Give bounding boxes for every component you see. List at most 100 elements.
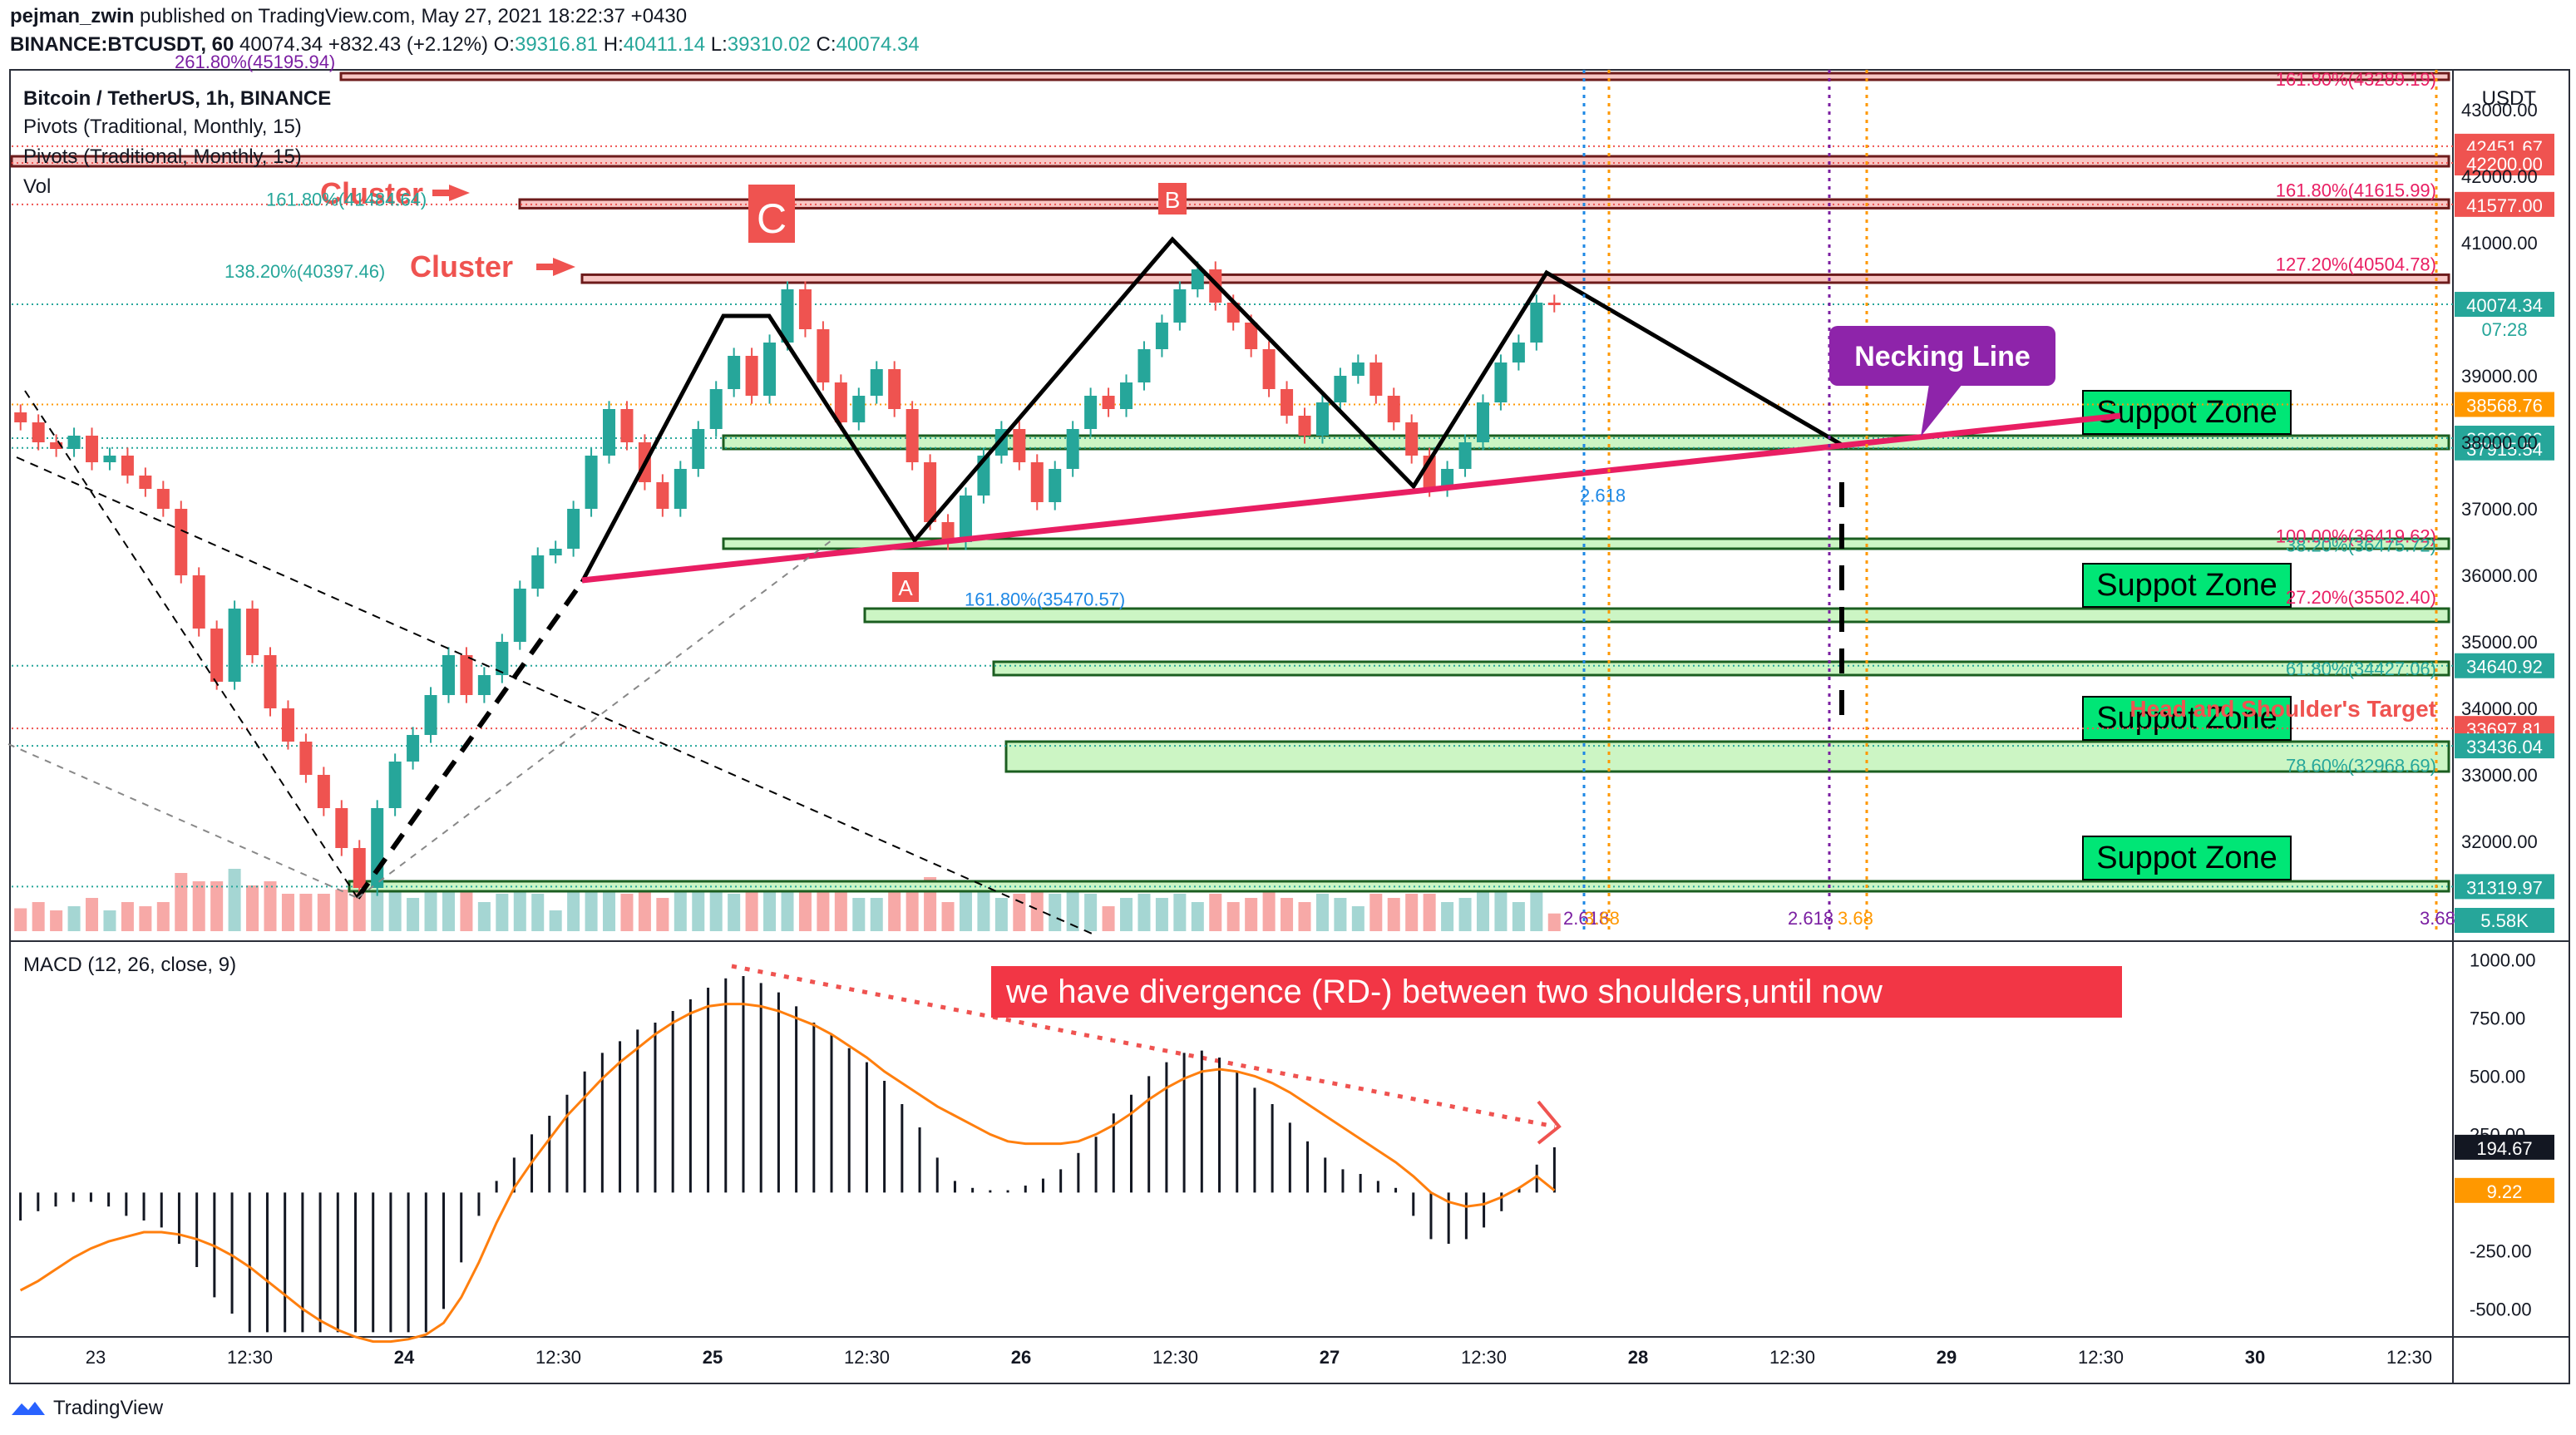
fib-label: 161.80%(35470.57) xyxy=(965,589,1125,609)
volume-bar xyxy=(798,890,812,931)
volume-bar xyxy=(1441,902,1454,931)
level-badge-text: 33436.04 xyxy=(2466,737,2543,757)
candle-body xyxy=(709,389,723,429)
footer[interactable]: TradingView xyxy=(10,1397,163,1420)
candle-body xyxy=(1441,469,1454,489)
cluster-arrow-2: Cluster xyxy=(410,249,575,284)
macd-value-text: 9.22 xyxy=(2487,1181,2523,1202)
wave-B-text: B xyxy=(1165,187,1181,213)
low-value: 39310.02 xyxy=(727,33,811,56)
price-tick-label: 42000.00 xyxy=(2461,166,2538,187)
candle-body xyxy=(674,469,687,509)
volume-bar xyxy=(1245,898,1258,931)
candle-body xyxy=(1245,323,1258,349)
price-tick-label: 32000.00 xyxy=(2461,831,2538,852)
candle-body xyxy=(906,409,919,462)
candle-body xyxy=(1369,362,1383,396)
volume-bar xyxy=(1494,890,1508,931)
candle-body xyxy=(192,575,205,629)
candlesticks xyxy=(14,261,1561,896)
candle-body xyxy=(1191,269,1204,289)
time-tick-label: 12:30 xyxy=(227,1347,273,1368)
volume-bars xyxy=(14,865,1561,931)
candle-body xyxy=(371,808,384,888)
macd-tick-label: 750.00 xyxy=(2470,1008,2525,1028)
volume-bar xyxy=(407,898,420,931)
candle-body xyxy=(477,675,491,695)
level-badge xyxy=(2455,733,2554,759)
candle-body xyxy=(388,762,402,808)
support-zone-label: Suppot Zone xyxy=(2096,701,2277,736)
volume-bar xyxy=(603,885,616,931)
fib-label: 2.618 xyxy=(1580,486,1626,506)
level-badge-text: 41577.00 xyxy=(2466,195,2543,216)
author-name[interactable]: pejman_zwin xyxy=(10,5,135,27)
volume-bar xyxy=(335,890,348,931)
volume-bar xyxy=(620,894,634,931)
volume-bar xyxy=(264,881,277,931)
candle-body xyxy=(567,509,580,549)
candle-body xyxy=(924,462,937,522)
currency-label: USDT xyxy=(2482,87,2537,110)
support-zone-badge xyxy=(2082,836,2292,880)
volume-bar xyxy=(139,906,152,931)
candle-body xyxy=(264,655,277,708)
volume-bar xyxy=(1298,902,1311,931)
volume-bar xyxy=(388,885,402,931)
candle-body xyxy=(745,356,758,396)
candle-body xyxy=(14,412,27,422)
candle-body xyxy=(941,522,955,542)
support-zone xyxy=(992,660,2450,677)
candle-body xyxy=(1066,429,1079,469)
volume-bar xyxy=(1547,913,1561,931)
candle-body xyxy=(299,742,313,775)
pivot-band xyxy=(580,273,2450,284)
symbol-label: BINANCE:BTCUSDT, 60 xyxy=(10,33,234,56)
volume-bar xyxy=(1102,906,1115,931)
candle-body xyxy=(228,609,241,682)
volume-bar xyxy=(906,881,919,931)
time-tick-label: 12:30 xyxy=(535,1347,581,1368)
candle-body xyxy=(121,456,134,476)
time-tick-label: 27 xyxy=(1320,1347,1340,1368)
time-tick-label: 26 xyxy=(1011,1347,1031,1368)
support-zone-badge xyxy=(2082,390,2292,435)
time-tick-label: 28 xyxy=(1628,1347,1648,1368)
macd-signal-line xyxy=(19,1003,1556,1344)
candle-body xyxy=(1049,469,1062,502)
volume-bar xyxy=(424,890,437,931)
time-tick-label: 12:30 xyxy=(2078,1347,2124,1368)
wave-A-badge: A xyxy=(892,572,919,602)
fib-label: 161.80%(41615.99) xyxy=(2276,180,2436,201)
macd-value-badge xyxy=(2455,1177,2554,1203)
volume-bar xyxy=(317,894,330,931)
volume-bar xyxy=(1137,894,1151,931)
candle-body xyxy=(585,456,598,509)
volume-bar xyxy=(834,890,847,931)
level-badge xyxy=(2455,653,2554,678)
volume-bar xyxy=(1191,902,1204,931)
level-badge-text: 38568.76 xyxy=(2466,395,2543,416)
tradingview-logo-icon xyxy=(12,1402,45,1415)
high-value: 40411.14 xyxy=(623,33,706,56)
drawings xyxy=(7,70,2438,1145)
candle-body xyxy=(407,735,420,762)
time-tick-label: 23 xyxy=(86,1347,106,1368)
price-tick-label: 34000.00 xyxy=(2461,698,2538,719)
candle-body xyxy=(1476,402,1489,442)
volume-bar xyxy=(496,894,509,931)
candle-body xyxy=(460,655,473,695)
candle-body xyxy=(1334,376,1347,402)
time-axis: 23 12:30 24 12:30 25 12:30 26 12:30 27 12:30 28 12:… xyxy=(86,1347,2432,1368)
time-tick-label: 24 xyxy=(394,1347,415,1368)
candle-body xyxy=(620,409,634,442)
volume-bar xyxy=(50,910,63,931)
cluster-label-2: Cluster xyxy=(410,249,513,284)
time-tick-label: 12:30 xyxy=(1769,1347,1815,1368)
candle-body xyxy=(50,442,63,449)
ohlc-header: BINANCE:BTCUSDT, 60 40074.34 +832.43 (+2… xyxy=(10,33,920,56)
legend-pivots-2: Pivots (Traditional, Monthly, 15) xyxy=(23,145,302,168)
volume-bar xyxy=(994,898,1008,931)
candle-body xyxy=(442,655,455,695)
